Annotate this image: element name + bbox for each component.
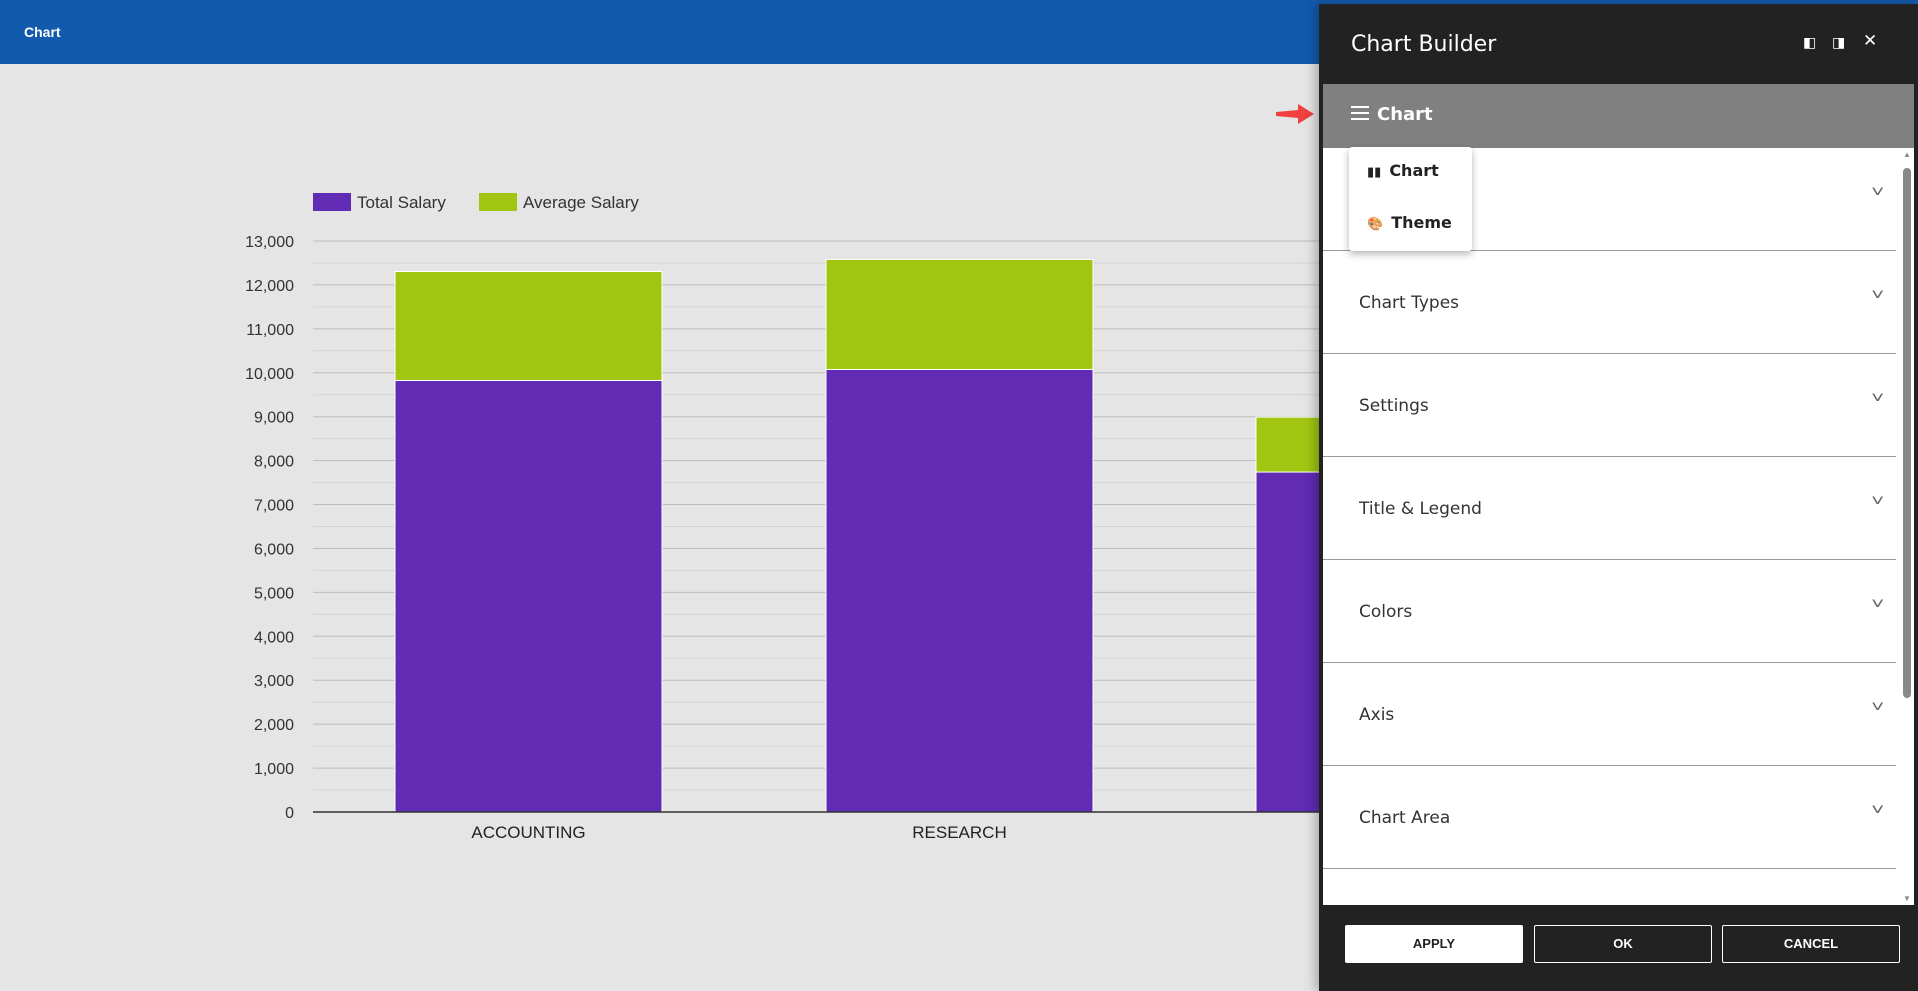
red-arrow-annotation <box>1276 104 1314 124</box>
hamburger-icon[interactable] <box>1351 106 1369 120</box>
y-tick-label: 9,000 <box>254 410 294 427</box>
x-tick-label: ACCOUNTING <box>471 823 585 842</box>
palette-icon: 🎨 <box>1367 217 1384 232</box>
section-label: Title & Legend <box>1359 499 1482 519</box>
ok-button[interactable]: OK <box>1534 925 1712 963</box>
chevron-down-icon[interactable]: ˅ <box>1870 802 1884 819</box>
chevron-down-icon[interactable]: ˅ <box>1870 287 1884 304</box>
y-tick-label: 10,000 <box>245 366 294 383</box>
legend-swatch <box>479 193 517 211</box>
menu-item-chart[interactable]: ▮▮ Chart <box>1367 161 1439 180</box>
dropdown-menu: ▮▮ Chart 🎨 Theme <box>1349 147 1472 251</box>
y-tick-label: 5,000 <box>254 585 294 602</box>
dock-left-icon[interactable]: ◧ <box>1803 34 1817 50</box>
apply-button[interactable]: APPLY <box>1345 925 1523 963</box>
bar-chart: 0 1,000 2,000 3,000 4,000 5,000 6,000 7,000 8,00… <box>245 193 1320 842</box>
bar-average-salary <box>394 271 663 381</box>
y-tick-label: 13,000 <box>245 234 294 251</box>
legend-swatch <box>313 193 351 211</box>
bar-total-salary <box>394 379 663 813</box>
chevron-down-icon[interactable]: ˅ <box>1870 184 1884 201</box>
accordion-section[interactable] <box>1323 869 1896 905</box>
scrollbar-thumb[interactable] <box>1903 168 1911 698</box>
section-label: Colors <box>1359 602 1413 622</box>
y-tick-label: 4,000 <box>254 629 294 646</box>
section-label: Axis <box>1359 705 1395 725</box>
y-tick-label: 6,000 <box>254 541 294 558</box>
bar-chart-icon: ▮▮ <box>1367 165 1382 180</box>
accordion-section[interactable]: Settings ˅ <box>1323 354 1896 457</box>
legend-label: Average Salary <box>523 193 639 212</box>
panel-title-bar: Chart Builder ◧ ◨ ✕ <box>1323 4 1914 84</box>
cancel-button[interactable]: CANCEL <box>1722 925 1900 963</box>
y-tick-label: 1,000 <box>254 761 294 778</box>
x-tick-label: RESEARCH <box>912 823 1006 842</box>
y-tick-label: 12,000 <box>245 278 294 295</box>
close-icon[interactable]: ✕ <box>1863 31 1878 50</box>
scroll-up-icon[interactable]: ▲ <box>1903 150 1911 159</box>
scrollbar[interactable]: ▲ ▼ <box>1902 148 1912 905</box>
dock-right-icon[interactable]: ◨ <box>1832 34 1846 50</box>
chart-builder-panel: Chart Builder ◧ ◨ ✕ Chart ˅ Chart Types ˅ S… <box>1319 4 1918 991</box>
chart-area: 0 1,000 2,000 3,000 4,000 5,000 6,000 7,000 8,00… <box>0 64 1320 991</box>
chevron-down-icon[interactable]: ˅ <box>1870 596 1884 613</box>
section-label: Chart Area <box>1359 808 1451 828</box>
bar-total-salary <box>825 368 1094 813</box>
legend-label: Total Salary <box>357 193 446 212</box>
bar-average-salary <box>1255 416 1320 473</box>
y-tick-label: 8,000 <box>254 454 294 471</box>
menu-bar[interactable]: Chart <box>1323 84 1914 148</box>
y-tick-label: 3,000 <box>254 673 294 690</box>
accordion-section[interactable]: ˅ <box>1323 148 1896 251</box>
menu-item-theme[interactable]: 🎨 Theme <box>1367 213 1452 232</box>
bar-total-salary <box>1255 471 1320 813</box>
chevron-down-icon[interactable]: ˅ <box>1870 390 1884 407</box>
y-tick-label: 11,000 <box>246 322 294 339</box>
chevron-down-icon[interactable]: ˅ <box>1870 699 1884 716</box>
panel-footer: APPLY OK CANCEL <box>1323 905 1914 987</box>
accordion-section[interactable]: Axis ˅ <box>1323 663 1896 766</box>
app-title: Chart <box>24 24 61 40</box>
section-label: Settings <box>1359 396 1429 416</box>
accordion-section[interactable]: Title & Legend ˅ <box>1323 457 1896 560</box>
y-tick-label: 7,000 <box>254 498 294 515</box>
menu-label[interactable]: Chart <box>1377 104 1433 125</box>
scroll-down-icon[interactable]: ▼ <box>1903 894 1911 903</box>
section-list: ˅ Chart Types ˅ Settings ˅ Title & Legend ˅ Col… <box>1323 148 1914 905</box>
chevron-down-icon[interactable]: ˅ <box>1870 493 1884 510</box>
bar-average-salary <box>825 258 1094 370</box>
panel-title: Chart Builder <box>1351 32 1497 57</box>
accordion-section[interactable]: Colors ˅ <box>1323 560 1896 663</box>
section-label: Chart Types <box>1359 293 1460 313</box>
y-tick-label: 2,000 <box>254 717 294 734</box>
accordion-section[interactable]: Chart Types ˅ <box>1323 251 1896 354</box>
accordion-section[interactable]: Chart Area ˅ <box>1323 766 1896 869</box>
y-tick-label: 0 <box>285 805 294 822</box>
